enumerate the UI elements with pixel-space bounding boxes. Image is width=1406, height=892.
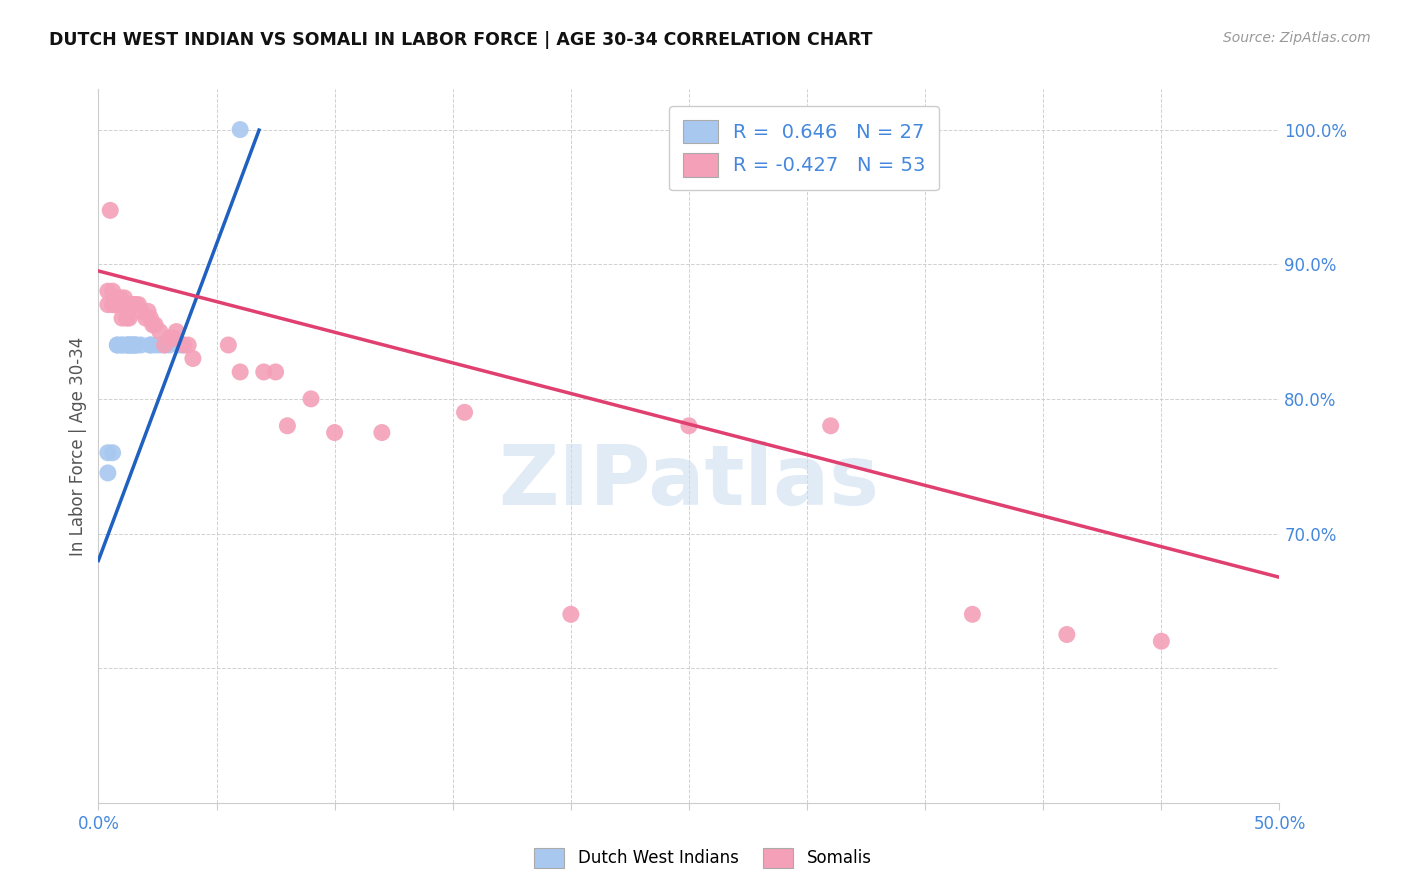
Point (115, 298, 138, 312)
Point (111, 311, 134, 326)
Point (98, 203, 121, 218)
Point (139, 311, 162, 326)
Point (111, 338, 134, 352)
Point (135, 311, 157, 326)
Point (143, 338, 166, 352)
Point (122, 298, 145, 312)
Point (129, 304, 152, 318)
Point (229, 122, 252, 136)
Point (108, 291, 131, 305)
Point (371, 425, 394, 440)
Point (97, 446, 120, 460)
Point (108, 291, 131, 305)
Point (105, 338, 128, 352)
Point (97, 298, 120, 312)
Point (165, 325, 187, 339)
Point (112, 298, 135, 312)
Point (149, 338, 172, 352)
Text: Source: ZipAtlas.com: Source: ZipAtlas.com (1223, 31, 1371, 45)
Point (97, 284, 120, 298)
Point (177, 338, 200, 352)
Point (181, 351, 204, 366)
Point (229, 365, 252, 379)
Point (820, 418, 842, 433)
Point (115, 311, 138, 326)
Point (111, 298, 134, 312)
Point (172, 338, 194, 352)
Y-axis label: In Labor Force | Age 30-34: In Labor Force | Age 30-34 (69, 336, 87, 556)
Point (121, 338, 143, 352)
Point (129, 338, 152, 352)
Point (264, 365, 287, 379)
Point (125, 338, 148, 352)
Point (163, 331, 186, 345)
Point (121, 338, 143, 352)
Legend: R =  0.646   N = 27, R = -0.427   N = 53: R = 0.646 N = 27, R = -0.427 N = 53 (669, 106, 939, 191)
Point (139, 338, 162, 352)
Point (217, 338, 239, 352)
Point (323, 425, 346, 440)
Point (97, 466, 120, 480)
Point (149, 325, 172, 339)
Point (157, 331, 180, 345)
Point (128, 298, 150, 312)
Point (101, 298, 124, 312)
Point (101, 284, 124, 298)
Point (678, 418, 700, 433)
Legend: Dutch West Indians, Somalis: Dutch West Indians, Somalis (527, 841, 879, 875)
Point (1150, 634, 1173, 648)
Point (118, 338, 141, 352)
Point (276, 418, 298, 433)
Point (962, 607, 984, 622)
Point (122, 338, 145, 352)
Point (118, 311, 141, 326)
Point (143, 318, 166, 332)
Point (153, 338, 176, 352)
Point (453, 405, 475, 419)
Point (253, 365, 276, 379)
Point (560, 607, 582, 622)
Point (122, 338, 145, 352)
Point (122, 298, 145, 312)
Point (111, 338, 134, 352)
Point (139, 338, 162, 352)
Point (115, 338, 138, 352)
Point (172, 338, 194, 352)
Point (125, 338, 148, 352)
Point (101, 446, 124, 460)
Point (118, 338, 141, 352)
Point (105, 338, 128, 352)
Point (136, 304, 159, 318)
Point (299, 392, 322, 406)
Point (1056, 627, 1078, 641)
Point (104, 298, 127, 312)
Point (121, 298, 143, 312)
Point (142, 318, 165, 332)
Point (104, 298, 127, 312)
Text: DUTCH WEST INDIAN VS SOMALI IN LABOR FORCE | AGE 30-34 CORRELATION CHART: DUTCH WEST INDIAN VS SOMALI IN LABOR FOR… (49, 31, 873, 49)
Point (105, 298, 128, 312)
Point (167, 338, 190, 352)
Text: ZIPatlas: ZIPatlas (499, 442, 879, 522)
Point (157, 338, 180, 352)
Point (153, 338, 176, 352)
Point (118, 298, 141, 312)
Point (115, 338, 138, 352)
Point (112, 291, 135, 305)
Point (125, 298, 148, 312)
Point (105, 298, 128, 312)
